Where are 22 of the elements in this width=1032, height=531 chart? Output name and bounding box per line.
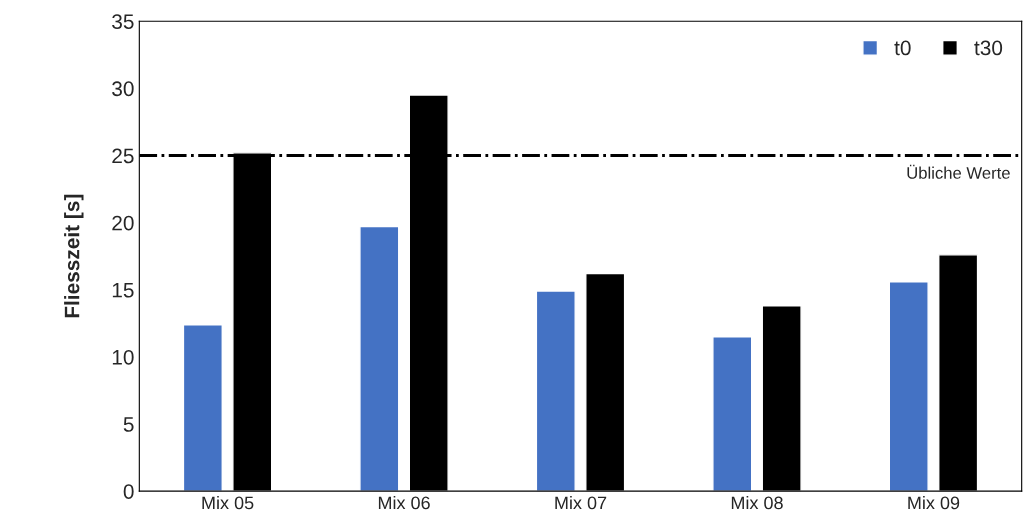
x-tick-label: Mix 05 <box>202 496 254 510</box>
bar <box>535 290 576 492</box>
y-tick-label: 5 <box>123 417 134 432</box>
y-axis-title: Fliesszeit [s] <box>64 194 84 318</box>
legend-label: t0 <box>894 40 911 56</box>
y-tick-label: 30 <box>112 81 134 97</box>
y-tick-label: 20 <box>112 215 134 231</box>
bar <box>182 323 223 492</box>
legend-label: t30 <box>974 40 1003 56</box>
x-tick-label: Mix 07 <box>555 496 607 510</box>
y-tick-label: 0 <box>123 484 134 499</box>
x-tick-label: Mix 06 <box>378 496 430 510</box>
y-tick-label: 10 <box>112 349 134 365</box>
y-tick-label: 35 <box>112 14 134 29</box>
bar <box>359 225 400 492</box>
y-tick-label: 15 <box>112 282 134 298</box>
ref-line-label: Übliche Werte <box>907 164 1010 179</box>
x-tick-label: Mix 09 <box>908 496 960 510</box>
y-tick-label: 25 <box>112 148 134 164</box>
bar <box>712 336 753 492</box>
bar <box>888 281 929 492</box>
x-tick-label: Mix 08 <box>731 496 783 510</box>
